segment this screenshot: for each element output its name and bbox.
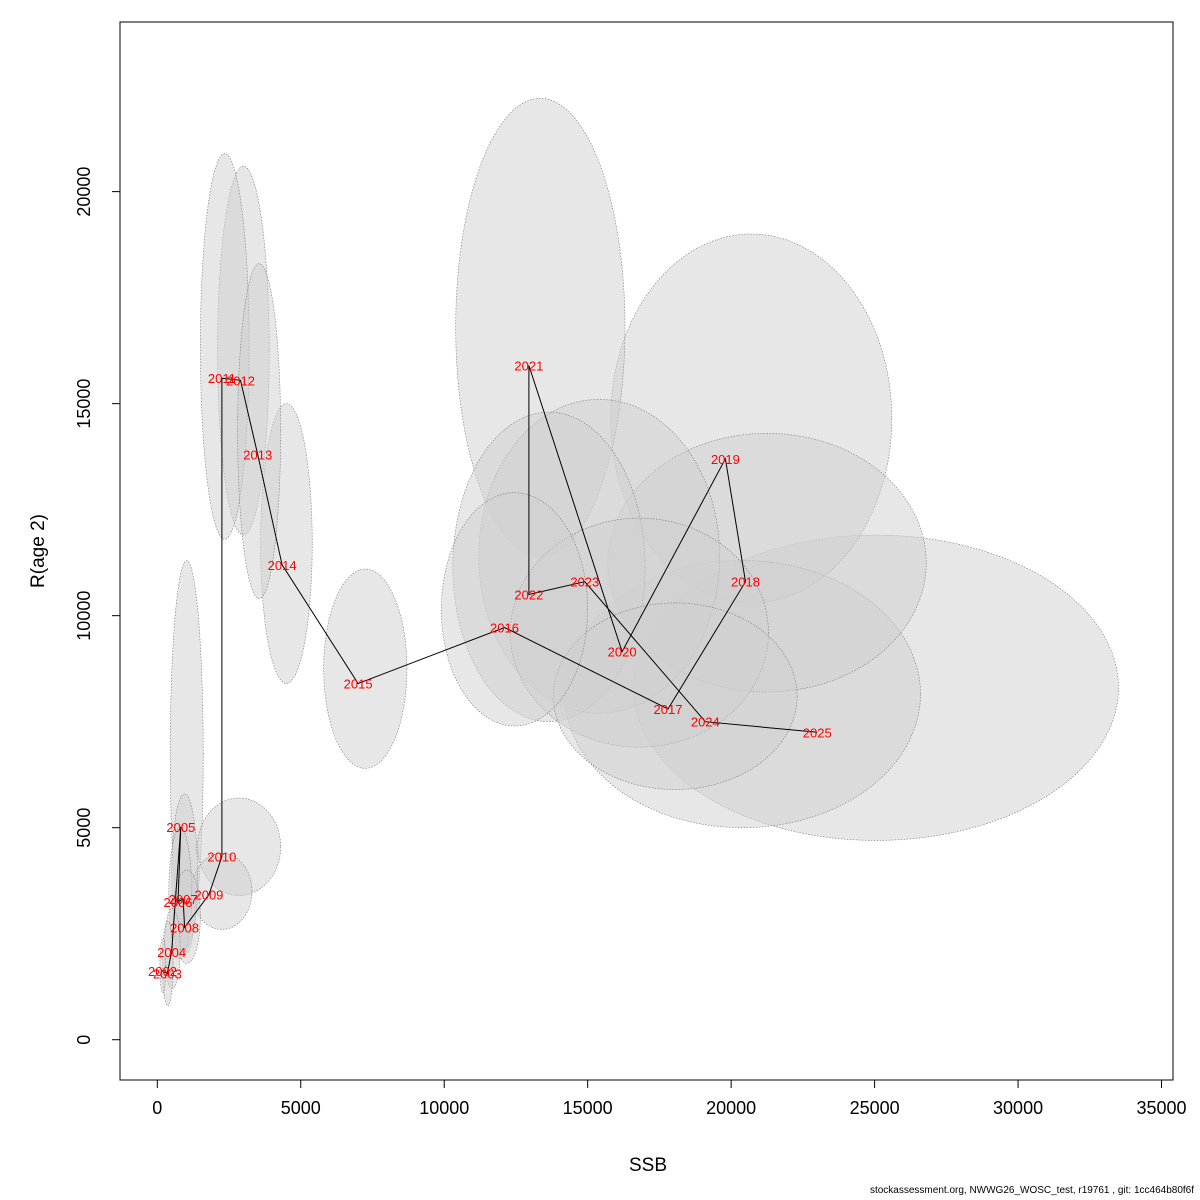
year-label-2013: 2013 — [243, 448, 272, 463]
y-axis-title: R(age 2) — [28, 514, 49, 588]
x-tick-label: 15000 — [563, 1098, 613, 1118]
confidence-ellipse-2015 — [323, 568, 408, 769]
confidence-ellipse-2002 — [159, 937, 167, 994]
footer-caption: stockassessment.org, NWWG26_WOSC_test, r… — [869, 1185, 1194, 1196]
x-tick-label: 20000 — [706, 1098, 756, 1118]
year-label-2022: 2022 — [514, 587, 543, 602]
year-label-2009: 2009 — [194, 888, 223, 903]
year-label-2020: 2020 — [608, 645, 637, 660]
year-label-2024: 2024 — [691, 715, 720, 730]
year-label-2017: 2017 — [654, 702, 683, 717]
year-label-2007: 2007 — [169, 892, 198, 907]
year-label-2018: 2018 — [731, 575, 760, 590]
year-label-2011: 2011 — [208, 371, 236, 386]
year-label-2019: 2019 — [711, 452, 740, 467]
year-label-2010: 2010 — [207, 850, 236, 865]
x-tick-label: 10000 — [419, 1098, 469, 1118]
trajectory-line — [162, 365, 818, 975]
y-tick-label: 10000 — [74, 591, 94, 641]
x-tick-label: 0 — [152, 1098, 162, 1118]
year-label-2015: 2015 — [344, 677, 373, 692]
confidence-ellipse-2009 — [191, 852, 253, 930]
confidence-ellipses — [159, 98, 1119, 1007]
x-tick-label: 35000 — [1136, 1098, 1186, 1118]
year-label-2023: 2023 — [570, 575, 599, 590]
year-label-2021: 2021 — [514, 358, 543, 373]
y-tick-label: 20000 — [74, 167, 94, 217]
y-axis: 0 5000 10000 15000 20000 — [74, 167, 121, 1045]
x-tick-label: 5000 — [281, 1098, 321, 1118]
year-label-2012: 2012 — [226, 373, 255, 388]
year-labels: 2002200320042005200620072008200920102011… — [148, 358, 832, 981]
y-tick-label: 0 — [74, 1035, 94, 1045]
confidence-ellipse-2013 — [237, 263, 281, 600]
year-label-2006: 2006 — [163, 895, 192, 910]
x-axis-title: SSB — [629, 1155, 667, 1176]
year-label-2025: 2025 — [803, 725, 832, 740]
y-tick-label: 5000 — [74, 808, 94, 848]
year-label-2016: 2016 — [490, 621, 519, 636]
x-tick-label: 30000 — [993, 1098, 1043, 1118]
x-axis: 0 5000 10000 15000 20000 25000 30000 35000 — [152, 1079, 1187, 1118]
x-tick-label: 25000 — [850, 1098, 900, 1118]
year-label-2014: 2014 — [268, 558, 297, 573]
year-label-2008: 2008 — [170, 920, 199, 935]
year-label-2005: 2005 — [166, 820, 195, 835]
year-label-2003: 2003 — [153, 967, 182, 982]
year-label-2004: 2004 — [157, 945, 186, 960]
trajectory-lines — [162, 365, 818, 975]
confidence-ellipse-2016 — [441, 492, 588, 727]
year-label-2002: 2002 — [148, 964, 177, 979]
y-tick-label: 15000 — [74, 379, 94, 429]
